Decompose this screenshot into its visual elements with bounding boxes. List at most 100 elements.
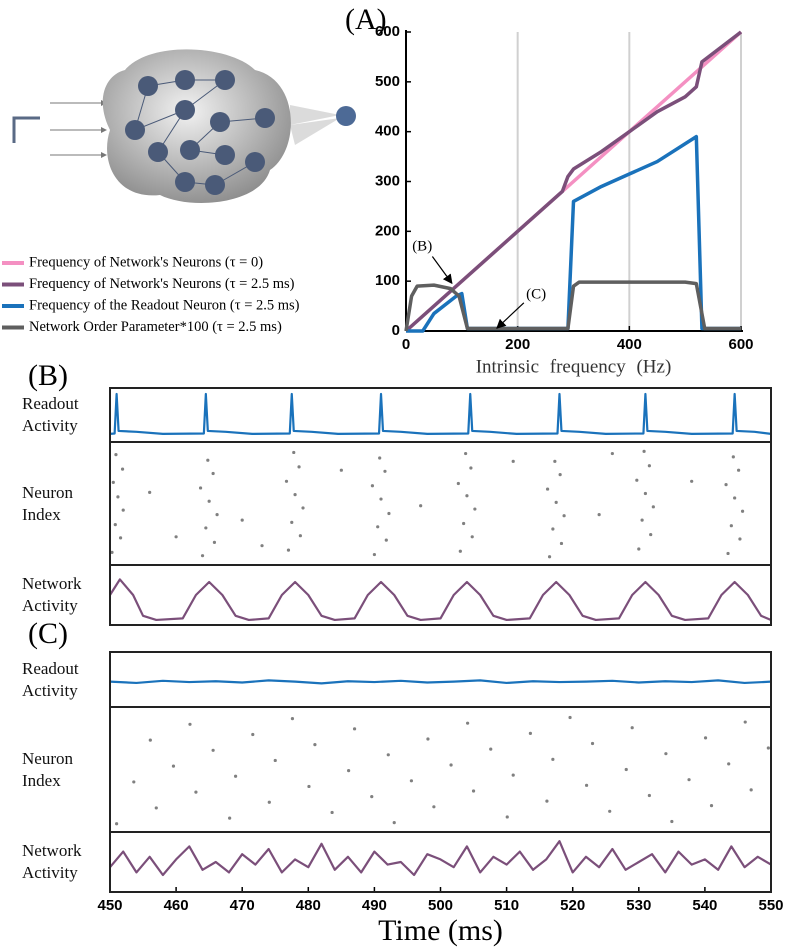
network-illustration: [12, 49, 356, 203]
spike-dot: [489, 747, 493, 751]
spike-dot: [194, 790, 198, 794]
spike-dot: [228, 816, 232, 820]
spike-dot: [273, 758, 277, 763]
spike-dot: [647, 464, 651, 468]
plot: [109, 706, 772, 833]
spike-dot: [251, 732, 255, 737]
spike-dot: [376, 525, 380, 529]
spike-dot: [174, 535, 178, 539]
y-tick-label: 100: [375, 272, 400, 289]
plot: [109, 387, 772, 443]
spike-dot: [558, 473, 562, 477]
series-line: [109, 679, 772, 685]
spike-dot: [383, 469, 387, 473]
spike-dot: [590, 741, 595, 746]
x-tick-label: 470: [230, 897, 255, 914]
panel-label: (C): [28, 617, 68, 650]
spike-dot: [647, 793, 651, 798]
spike-dot: [456, 481, 460, 486]
x-tick-label: 480: [296, 897, 321, 914]
frame: [109, 564, 772, 626]
spike-dot: [115, 822, 119, 826]
spike-dot: [120, 467, 125, 471]
series-line: [404, 280, 741, 332]
y-tick-label: 600: [375, 23, 400, 40]
spike-dot: [297, 465, 301, 469]
legend-label: Network Order Parameter*100 (τ = 2.5 ms): [29, 319, 282, 335]
spike-dot: [384, 538, 388, 542]
spike-dot: [562, 514, 566, 518]
spike-dot: [171, 764, 176, 768]
y-axis-label: Network Activity: [22, 574, 82, 615]
spike-dot: [409, 779, 414, 783]
spike-dot: [372, 552, 376, 557]
spike-dot: [690, 479, 694, 483]
spike-dot: [378, 456, 382, 460]
panel-label: (B): [28, 359, 68, 392]
spike-dot: [148, 490, 152, 494]
x-tick-label: 510: [494, 897, 519, 914]
spike-dot: [154, 806, 158, 810]
spike-dot: [352, 727, 357, 731]
spike-dot: [547, 555, 552, 559]
spike-dot: [630, 726, 634, 730]
spike-dot: [545, 799, 549, 803]
spike-dot: [766, 746, 770, 750]
spike-dot: [553, 459, 557, 463]
spike-dot: [207, 499, 211, 503]
spike-dot: [370, 795, 374, 799]
y-tick-label: 300: [375, 172, 400, 189]
y-axis-label: Readout Activity: [22, 658, 79, 700]
spike-dot: [211, 748, 215, 752]
spike-dot: [511, 459, 515, 463]
x-tick-label: 500: [428, 897, 453, 914]
spike-dot: [307, 784, 311, 789]
spike-dot: [651, 505, 655, 509]
spike-dot: [211, 471, 215, 476]
annotation: (B): [412, 239, 432, 255]
spike-dot: [584, 783, 589, 787]
spike-dot: [551, 757, 555, 761]
spike-dot: [286, 548, 291, 552]
spike-dot: [292, 450, 296, 455]
spike-dot: [339, 468, 343, 472]
spike-dot: [116, 495, 120, 499]
series-line: [406, 134, 741, 333]
spike-dot: [466, 721, 470, 725]
annotation-arrow: [496, 302, 525, 329]
spike-dot: [198, 486, 203, 490]
x-tick-label: 520: [560, 897, 585, 914]
spike-dot: [330, 810, 334, 815]
frame: [109, 651, 772, 708]
frame: [109, 706, 772, 833]
spike-dot: [597, 513, 601, 517]
spike-dot: [113, 522, 117, 527]
spike-dot: [740, 509, 745, 513]
spike-dot: [458, 549, 462, 553]
spike-dot: [733, 496, 737, 500]
spike-dot: [267, 800, 271, 804]
spike-dot: [473, 507, 477, 511]
x-tick-label: 540: [692, 897, 717, 914]
y-tick-label: 200: [375, 222, 400, 239]
spike-dot: [464, 451, 468, 456]
spike-dot: [462, 521, 466, 526]
spike-dot: [233, 774, 238, 778]
spike-dot: [111, 480, 115, 485]
spike-dot: [386, 753, 390, 757]
spike-dot: [301, 506, 305, 510]
plot: 450 460 470 480 490 500 510 520 530 540 550: [97, 831, 784, 914]
spike-dot: [643, 491, 648, 496]
spike-dot: [370, 484, 375, 488]
x-axis-label: Time (ms): [378, 914, 503, 947]
spike-dot: [212, 540, 217, 544]
plot: [109, 564, 772, 626]
spike-dot: [743, 720, 747, 724]
x-tick-label: 450: [97, 897, 122, 914]
spike-dot: [470, 535, 474, 539]
spike-dot: [642, 449, 646, 453]
spike-dot: [505, 815, 509, 819]
series-line: [109, 840, 772, 877]
